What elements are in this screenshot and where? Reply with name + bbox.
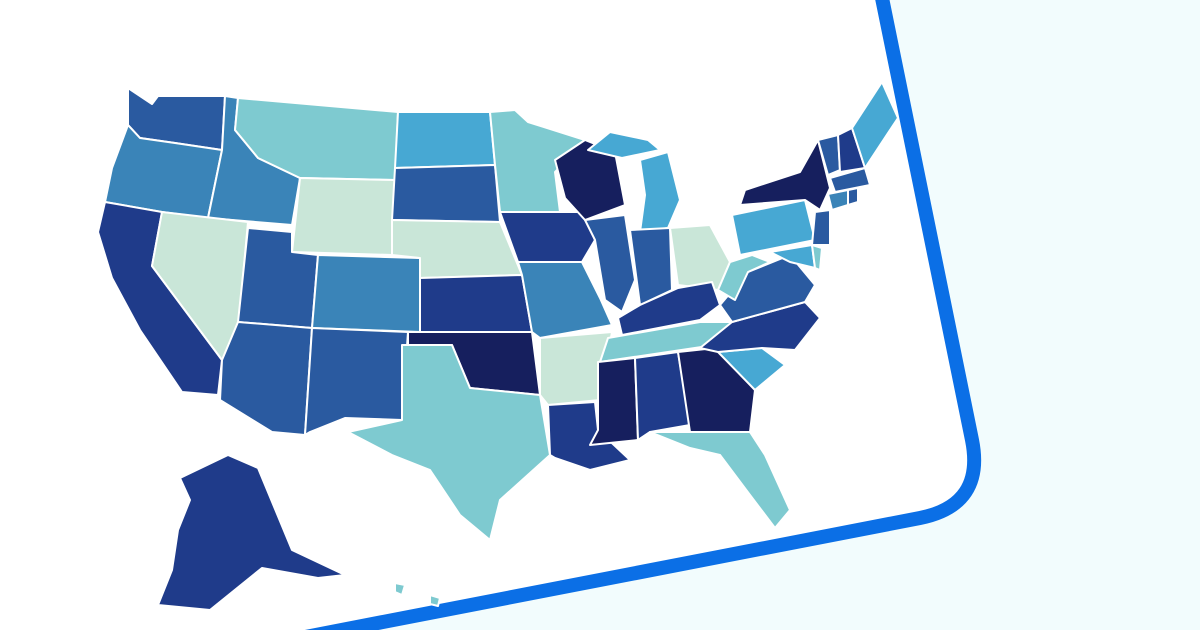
state-TX[interactable] bbox=[347, 344, 551, 541]
state-KS[interactable] bbox=[419, 274, 533, 333]
card-frame bbox=[304, 0, 982, 630]
state-ME[interactable] bbox=[851, 81, 899, 169]
state-MO[interactable] bbox=[517, 261, 613, 339]
state-CO[interactable] bbox=[311, 254, 421, 333]
state-ND[interactable] bbox=[394, 111, 496, 169]
state-NM[interactable] bbox=[304, 327, 409, 436]
state-MN[interactable] bbox=[489, 109, 586, 213]
state-SD[interactable] bbox=[391, 164, 501, 223]
state-NY[interactable] bbox=[739, 139, 831, 211]
state-IL[interactable] bbox=[584, 214, 636, 313]
state-RI[interactable] bbox=[847, 187, 859, 206]
state-WY[interactable] bbox=[291, 177, 396, 256]
state-HI[interactable] bbox=[394, 582, 441, 607]
state-AL[interactable] bbox=[634, 351, 691, 441]
state-DE[interactable] bbox=[811, 244, 823, 271]
state-WV[interactable] bbox=[717, 254, 771, 301]
state-MA[interactable] bbox=[829, 167, 871, 193]
state-WI[interactable] bbox=[554, 139, 626, 221]
state-FL[interactable] bbox=[649, 431, 791, 529]
state-LA[interactable] bbox=[547, 401, 631, 471]
state-MS[interactable] bbox=[589, 357, 639, 446]
state-IA[interactable] bbox=[499, 211, 596, 263]
state-NJ[interactable] bbox=[811, 209, 831, 246]
state-AK[interactable] bbox=[157, 454, 346, 611]
